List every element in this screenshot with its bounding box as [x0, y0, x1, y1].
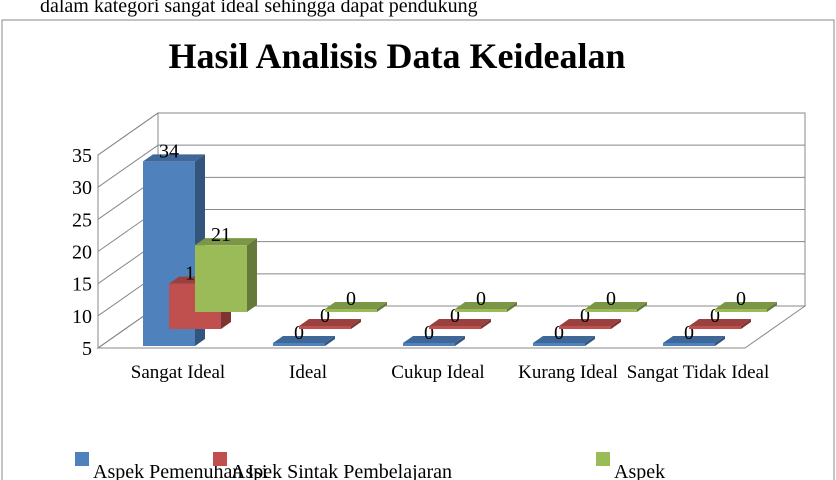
value-label: 0 [580, 305, 590, 327]
bar [195, 238, 257, 312]
grid-line [97, 144, 805, 188]
value-label: 34 [159, 140, 179, 162]
x-tick-label: Cukup Ideal [391, 362, 484, 383]
bar [455, 302, 517, 312]
bar-front [559, 326, 611, 329]
bar [533, 336, 595, 346]
bar [715, 302, 777, 312]
bar-top [455, 302, 517, 309]
bar-top [273, 336, 335, 343]
bar-side [247, 238, 257, 312]
bar-side [715, 336, 725, 346]
value-label: 21 [211, 224, 231, 246]
bar-top [143, 154, 205, 162]
bar-front [273, 343, 325, 346]
bar [689, 319, 751, 329]
bar-side [767, 302, 777, 312]
bar-front [455, 309, 507, 312]
bar-top [585, 302, 647, 309]
bar [325, 302, 387, 312]
legend-label: Aspek Sintak Pembelajaran [231, 461, 452, 480]
value-label: 0 [606, 288, 616, 310]
chart-title: Hasil Analisis Data Keidealan [168, 36, 625, 76]
bar-side [455, 336, 465, 346]
bar [299, 319, 361, 329]
bar-front [715, 309, 767, 312]
value-label: 0 [710, 305, 720, 327]
legend-label: Aspek [614, 461, 665, 480]
bar-top [559, 319, 621, 326]
legend-swatch [75, 452, 89, 466]
bar-side [741, 319, 751, 329]
legend-swatch [213, 452, 227, 466]
y-tick-label: 30 [72, 177, 92, 199]
y-tick-label: 35 [72, 145, 92, 167]
value-label: 0 [554, 322, 564, 344]
bar-front [585, 309, 637, 312]
bar-side [637, 302, 647, 312]
bar-front [533, 343, 585, 346]
y-tick-label: 25 [72, 209, 92, 231]
y-tick-label: 20 [72, 242, 92, 264]
bar [663, 336, 725, 346]
bar-top [663, 336, 725, 343]
bar [559, 319, 621, 329]
bar-side [507, 302, 517, 312]
x-tick-label: Sangat Ideal [131, 362, 225, 383]
bar [273, 336, 335, 346]
bar-side [351, 319, 361, 329]
bar-top [299, 319, 361, 326]
bar [403, 336, 465, 346]
value-label: 0 [320, 305, 330, 327]
bar [429, 319, 491, 329]
bar-front [429, 326, 481, 329]
x-tick-label: Kurang Ideal [518, 362, 618, 383]
value-label: 0 [294, 322, 304, 344]
bar-front [299, 326, 351, 329]
bar-top [195, 238, 257, 246]
legend-swatch [596, 452, 610, 466]
bar-side [585, 336, 595, 346]
page-text: dalam kategori sangat ideal sehingga dap… [40, 0, 478, 17]
bar-top [533, 336, 595, 343]
bar-front [403, 343, 455, 346]
bar-top [689, 319, 751, 326]
bar-side [325, 336, 335, 346]
value-label: 0 [684, 322, 694, 344]
y-tick-label: 5 [82, 338, 92, 360]
chart-border [1, 19, 835, 480]
bar-front [689, 326, 741, 329]
value-label: 0 [476, 288, 486, 310]
bar-top [325, 302, 387, 309]
x-tick-label: Ideal [289, 362, 327, 383]
bar-top [429, 319, 491, 326]
value-label: 0 [736, 288, 746, 310]
bar-side [377, 302, 387, 312]
bar-side [481, 319, 491, 329]
y-tick-label: 15 [72, 274, 92, 296]
bar-front [325, 309, 377, 312]
bar-side [611, 319, 621, 329]
x-tick-label: Sangat Tidak Ideal [627, 362, 770, 383]
value-label: 0 [346, 288, 356, 310]
y-tick-label: 10 [72, 306, 92, 328]
bar-top [403, 336, 465, 343]
bar-top [715, 302, 777, 309]
bar [585, 302, 647, 312]
bar-front [663, 343, 715, 346]
value-label: 0 [424, 322, 434, 344]
value-label: 0 [450, 305, 460, 327]
bar-front [195, 245, 247, 312]
grid-line [97, 112, 805, 156]
